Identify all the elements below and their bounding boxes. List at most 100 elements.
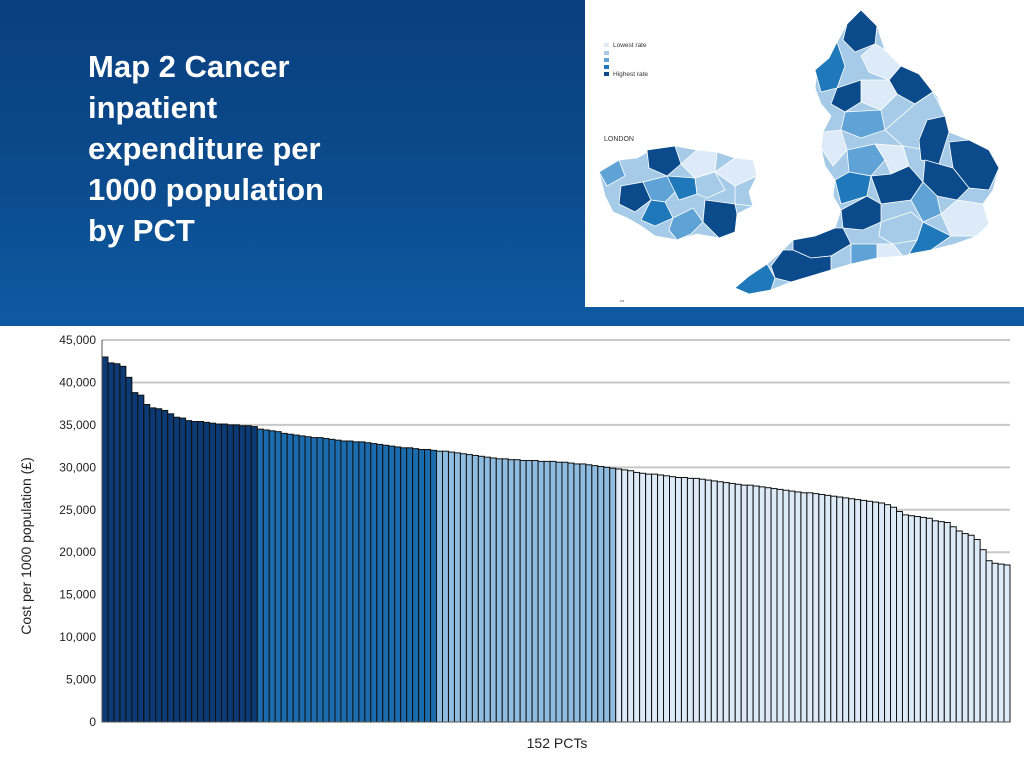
legend-swatch-3: [604, 58, 609, 62]
bar: [866, 500, 874, 723]
bar: [358, 441, 366, 723]
y-tick-label: 45,000: [59, 333, 96, 347]
bar: [710, 480, 718, 723]
bar: [507, 459, 515, 723]
bar: [973, 538, 981, 723]
bar: [107, 362, 115, 723]
bar: [890, 506, 898, 723]
bar: [919, 516, 927, 723]
bar: [794, 491, 802, 723]
bar: [991, 562, 999, 723]
england-map: [734, 9, 1000, 295]
bar: [955, 530, 963, 723]
bar: [179, 417, 187, 723]
bar: [424, 449, 432, 723]
bar: [298, 435, 306, 723]
bar: [340, 440, 348, 723]
bar: [537, 460, 545, 723]
bar: [782, 489, 790, 723]
bar: [663, 475, 671, 723]
bar: [830, 495, 838, 723]
bar: [465, 454, 473, 723]
map-legend: Lowest rate Highest rate: [604, 42, 648, 78]
bar: [692, 477, 700, 723]
bar: [896, 510, 903, 723]
bar: [901, 514, 909, 723]
bar: [651, 473, 659, 723]
bar: [669, 476, 676, 723]
bar: [197, 420, 205, 723]
slide-header: Map 2 Cancer inpatient expenditure per 1…: [0, 0, 1024, 326]
bar: [119, 365, 127, 723]
bar: [680, 477, 688, 723]
bar: [812, 493, 820, 723]
bar: [824, 494, 832, 723]
bar: [573, 463, 581, 723]
bar: [322, 437, 330, 723]
y-tick-label: 10,000: [59, 630, 96, 644]
bar: [806, 492, 814, 723]
bar: [316, 437, 324, 723]
bar: [215, 423, 222, 723]
bar: [459, 453, 467, 723]
bar: [519, 460, 527, 723]
london-inset-map: [598, 145, 758, 241]
y-tick-label: 35,000: [59, 418, 96, 432]
bar: [925, 517, 933, 723]
bar: [334, 439, 342, 723]
bar: [412, 448, 420, 723]
bar: [238, 425, 246, 723]
bar: [137, 394, 145, 723]
bar: [382, 444, 390, 723]
bar: [967, 534, 975, 723]
bar: [1003, 564, 1011, 723]
bar: [686, 477, 694, 723]
bar: [860, 499, 868, 723]
bar: [209, 422, 216, 723]
bar: [191, 420, 199, 723]
bar: [746, 484, 754, 723]
bar: [758, 486, 766, 723]
bar: [125, 376, 133, 723]
bar: [346, 440, 354, 723]
bar: [501, 458, 509, 723]
slide-title: Map 2 Cancer inpatient expenditure per 1…: [88, 49, 324, 248]
legend-label-lowest: Lowest rate: [613, 42, 647, 49]
y-tick-labels: 0 5,000 10,000 15,000 20,000 25,000 30,000 35,0…: [59, 333, 96, 729]
bar: [913, 516, 921, 723]
bar: [256, 428, 264, 723]
bar: [149, 407, 157, 723]
bar: [167, 413, 175, 723]
bar: [943, 522, 951, 723]
bar: [483, 456, 491, 723]
bar: [728, 482, 736, 723]
bar: [842, 497, 850, 723]
axes: [101, 340, 1010, 723]
bar: [436, 450, 443, 723]
bar: [722, 482, 730, 723]
bar: [997, 563, 1005, 723]
bar: [585, 464, 593, 723]
bar: [734, 483, 742, 723]
legend-swatch-1: [604, 43, 609, 47]
bar: [352, 441, 360, 723]
bar: [203, 421, 211, 723]
map-source-mark: •••: [620, 298, 625, 303]
bar: [555, 461, 563, 723]
bar: [173, 416, 181, 723]
bar: [131, 392, 139, 723]
bar: [788, 490, 796, 723]
bars: [101, 356, 1011, 723]
bar: [226, 424, 234, 723]
y-tick-label: 5,000: [66, 673, 96, 687]
bar: [274, 431, 282, 723]
bar: [836, 496, 844, 723]
bar: [800, 492, 808, 723]
bar: [949, 526, 957, 723]
bar: [113, 363, 121, 723]
bar: [418, 449, 426, 723]
bar: [376, 443, 384, 723]
bar: [979, 549, 987, 723]
bar: [453, 452, 461, 723]
bar: [776, 488, 784, 723]
